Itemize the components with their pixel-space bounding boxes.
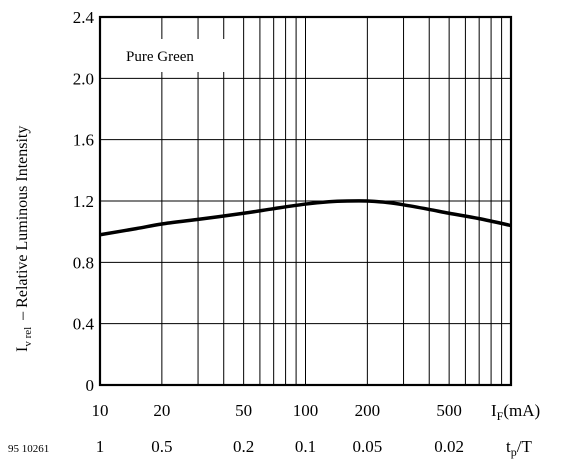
x-tick-label: 10 — [92, 401, 109, 420]
grid — [99, 16, 511, 386]
x2-tick-labels: 1 0.5 0.2 0.1 0.05 0.02 — [96, 437, 464, 456]
y-tick-label: 2.0 — [73, 69, 94, 88]
series-line-1 — [99, 199, 512, 237]
x-axis-unit: (mA) — [503, 401, 540, 420]
x-axis-subscript: F — [497, 409, 504, 423]
annotation-box — [107, 39, 232, 72]
x-tick-label: 200 — [355, 401, 381, 420]
x2-axis-symbol: t — [506, 437, 511, 456]
plot-frame — [98, 15, 513, 387]
x2-tick-label: 0.05 — [352, 437, 382, 456]
x-tick-label: 500 — [436, 401, 462, 420]
x-tick-label: 50 — [235, 401, 252, 420]
x2-tick-label: 0.02 — [434, 437, 464, 456]
y-tick-label: 1.2 — [73, 192, 94, 211]
x-tick-labels: 10 20 50 100 200 500 — [92, 401, 462, 420]
x2-axis-subscript: p — [511, 445, 517, 459]
x2-tick-label: 0.1 — [295, 437, 316, 456]
series-group — [99, 199, 512, 237]
x-tick-label: 20 — [153, 401, 170, 420]
x-axis-label: IF(mA) — [491, 401, 540, 423]
y-tick-label: 0.4 — [73, 315, 95, 334]
y-tick-label: 1.6 — [73, 131, 94, 150]
annotation-pure-green: Pure Green — [126, 49, 194, 65]
x2-tick-label: 1 — [96, 437, 105, 456]
y-tick-labels: 0 0.4 0.8 1.2 1.6 2.0 2.4 — [73, 8, 95, 395]
x2-axis-suffix: /T — [517, 437, 533, 456]
y-axis-title: – Relative Luminous Intensity — [14, 126, 31, 321]
y-tick-label: 0 — [86, 376, 95, 395]
y-tick-label: 2.4 — [73, 8, 95, 27]
x2-tick-label: 0.5 — [151, 437, 172, 456]
x-axis-symbol: I — [491, 401, 497, 420]
x-tick-label: 100 — [293, 401, 319, 420]
x2-tick-label: 0.2 — [233, 437, 254, 456]
figure-code: 95 10261 — [8, 443, 49, 455]
x2-axis-label: tp/T — [506, 437, 532, 459]
y-axis-subscript: v rel — [22, 327, 34, 347]
y-axis-label: Iv rel – Relative Luminous Intensity — [14, 126, 34, 352]
y-axis-symbol: I — [14, 347, 31, 352]
y-tick-label: 0.8 — [73, 253, 94, 272]
